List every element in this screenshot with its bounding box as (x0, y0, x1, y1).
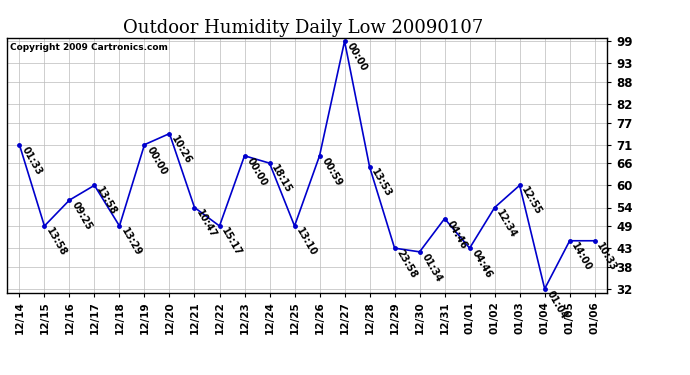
Text: 00:00: 00:00 (344, 41, 368, 73)
Text: Outdoor Humidity Daily Low 20090107: Outdoor Humidity Daily Low 20090107 (124, 19, 484, 37)
Text: 12:55: 12:55 (520, 185, 544, 217)
Text: 04:46: 04:46 (444, 219, 469, 251)
Text: 09:25: 09:25 (70, 200, 94, 232)
Text: 04:46: 04:46 (470, 248, 494, 280)
Text: 14:00: 14:00 (570, 241, 594, 273)
Text: 18:15: 18:15 (270, 163, 294, 195)
Text: 23:58: 23:58 (395, 248, 419, 280)
Text: 10:33: 10:33 (595, 241, 619, 273)
Text: 13:29: 13:29 (119, 226, 144, 258)
Text: 10:47: 10:47 (195, 207, 219, 239)
Text: 00:00: 00:00 (144, 145, 168, 177)
Text: 01:04: 01:04 (544, 289, 569, 321)
Text: Copyright 2009 Cartronics.com: Copyright 2009 Cartronics.com (10, 43, 168, 52)
Text: 13:10: 13:10 (295, 226, 319, 258)
Text: 13:58: 13:58 (44, 226, 68, 258)
Text: 15:17: 15:17 (219, 226, 244, 258)
Text: 00:59: 00:59 (319, 156, 344, 188)
Text: 00:00: 00:00 (244, 156, 268, 188)
Text: 12:34: 12:34 (495, 207, 519, 239)
Text: 13:53: 13:53 (370, 167, 394, 199)
Text: 01:33: 01:33 (19, 145, 43, 177)
Text: 10:26: 10:26 (170, 134, 194, 165)
Text: 01:34: 01:34 (420, 252, 444, 284)
Text: 13:58: 13:58 (95, 185, 119, 217)
